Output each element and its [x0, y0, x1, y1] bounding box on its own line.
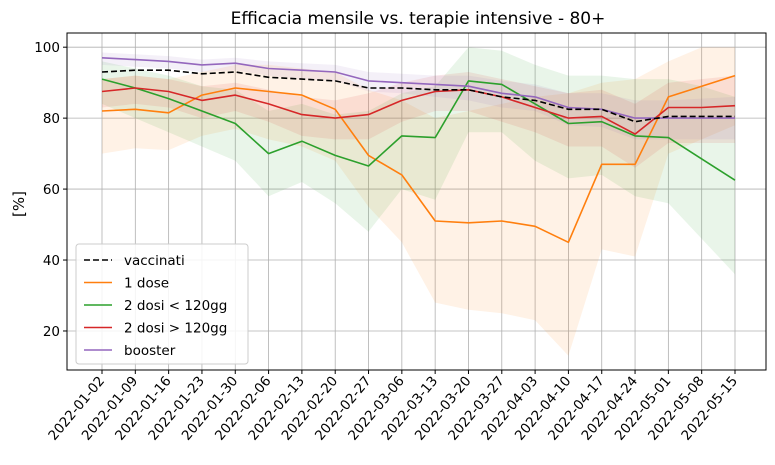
legend-label: 2 dosi < 120gg	[124, 298, 227, 314]
series-line	[101, 87, 736, 135]
legend-label: 1 dose	[124, 276, 169, 292]
series-line	[101, 69, 735, 123]
confidence-band	[102, 47, 735, 275]
legend-label: vaccinati	[124, 253, 185, 269]
y-tick-label: 20	[43, 324, 60, 340]
y-axis-label: [%]	[10, 191, 28, 217]
legend: vaccinati 1 dose 2 dosi < 120gg 2 dosi > 12…	[75, 243, 249, 365]
series-lines	[101, 57, 736, 244]
y-tick-label: 100	[34, 40, 60, 56]
y-tick-label: 80	[43, 111, 60, 127]
legend-box	[75, 243, 249, 365]
legend-label: 2 dosi > 120gg	[124, 321, 227, 337]
legend-label: booster	[124, 343, 176, 359]
series-line	[101, 78, 736, 181]
chart-title: Efficacia mensile vs. terapie intensive …	[231, 9, 606, 29]
series-line	[101, 57, 735, 119]
y-tick-label: 40	[43, 253, 60, 269]
plot-frame	[66, 32, 767, 371]
series-line	[101, 74, 736, 244]
y-tick-label: 60	[43, 182, 60, 198]
confidence-band	[102, 72, 735, 168]
confidence-band	[102, 47, 735, 356]
